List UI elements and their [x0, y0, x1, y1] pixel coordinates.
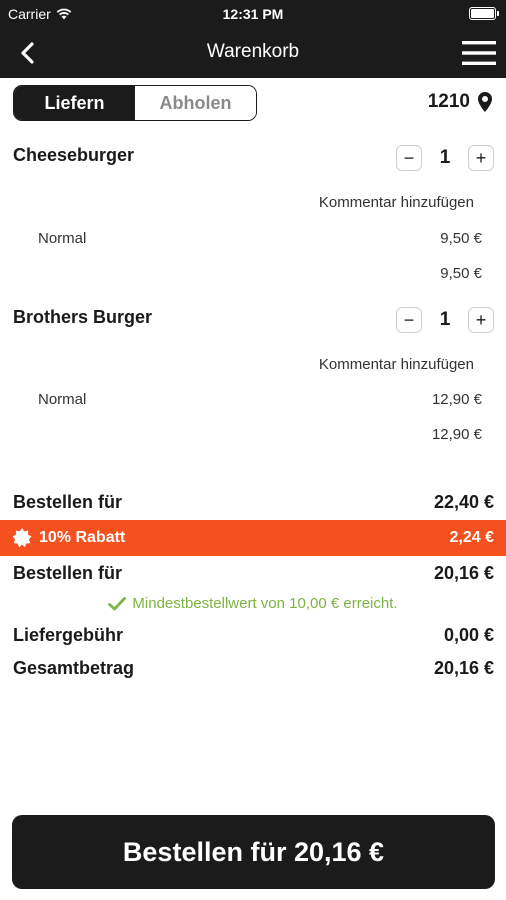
- delivery-mode-toggle: Liefern Abholen: [13, 85, 257, 121]
- subtotal-label: Bestellen für: [13, 492, 123, 512]
- delivery-location[interactable]: 1210: [428, 91, 492, 113]
- delivery-fee-row: Liefergebühr 0,00 €: [13, 625, 494, 646]
- zip-code: 1210: [427, 91, 470, 112]
- quantity-stepper: − 1 +: [396, 144, 494, 172]
- subtotal-row: Bestellen für 22,40 €: [13, 492, 494, 513]
- item-variant: Normal: [38, 230, 87, 247]
- battery-icon: [469, 7, 499, 20]
- quantity-value: 1: [439, 147, 451, 168]
- clock: 12:31 PM: [222, 6, 284, 22]
- line-total: 9,50 €: [440, 265, 482, 282]
- add-comment-link[interactable]: Kommentar hinzufügen: [318, 356, 474, 373]
- delivery-fee-value: 0,00 €: [443, 625, 494, 645]
- discount-value: 2,24 €: [449, 529, 494, 546]
- checkmark-icon: [108, 596, 127, 610]
- item-name-cheeseburger: Cheeseburger: [13, 145, 135, 165]
- decrease-quantity-button[interactable]: −: [396, 307, 422, 333]
- chevron-left-icon[interactable]: [14, 39, 42, 67]
- status-bar: Carrier 12:31 PM: [0, 0, 506, 28]
- variant-price: 9,50 €: [440, 230, 482, 247]
- tab-abholen[interactable]: Abholen: [135, 86, 256, 120]
- carrier-label: Carrier: [8, 6, 51, 22]
- discounted-subtotal-label: Bestellen für: [13, 563, 123, 583]
- quantity-value: 1: [439, 309, 451, 330]
- min-order-note: Mindestbestellwert von 10,00 € erreicht.: [0, 595, 506, 612]
- variant-price: 12,90 €: [431, 391, 482, 408]
- total-label: Gesamtbetrag: [13, 658, 135, 678]
- increase-quantity-button[interactable]: +: [467, 307, 494, 333]
- place-order-label: Bestellen für 20,16 €: [122, 836, 385, 867]
- item-name-brothers-burger: Brothers Burger: [13, 307, 153, 327]
- discount-bar: 10% Rabatt 2,24 €: [0, 520, 506, 556]
- decrease-quantity-button[interactable]: −: [396, 145, 422, 171]
- line-total: 12,90 €: [431, 426, 482, 443]
- map-pin-icon: [478, 92, 492, 112]
- discount-label: 10% Rabatt: [39, 529, 126, 546]
- item-variant: Normal: [38, 391, 87, 408]
- wifi-icon: [56, 8, 72, 20]
- discount-badge-icon: [12, 528, 32, 548]
- delivery-fee-label: Liefergebühr: [13, 625, 124, 645]
- tab-liefern[interactable]: Liefern: [14, 86, 135, 120]
- nav-bar: Warenkorb: [0, 28, 506, 78]
- min-order-text: Mindestbestellwert von 10,00 € erreicht.: [132, 595, 398, 612]
- hamburger-menu-icon[interactable]: [462, 38, 496, 68]
- total-value: 20,16 €: [433, 658, 494, 678]
- page-title: Warenkorb: [206, 41, 300, 62]
- carrier-info: Carrier: [8, 6, 72, 22]
- add-comment-link[interactable]: Kommentar hinzufügen: [318, 194, 474, 211]
- quantity-stepper: − 1 +: [396, 306, 494, 334]
- subtotal-value: 22,40 €: [433, 492, 494, 512]
- discounted-subtotal-row: Bestellen für 20,16 €: [13, 563, 494, 584]
- place-order-button[interactable]: Bestellen für 20,16 €: [12, 815, 495, 889]
- total-row: Gesamtbetrag 20,16 €: [13, 658, 494, 679]
- increase-quantity-button[interactable]: +: [467, 145, 494, 171]
- discounted-subtotal-value: 20,16 €: [433, 563, 494, 583]
